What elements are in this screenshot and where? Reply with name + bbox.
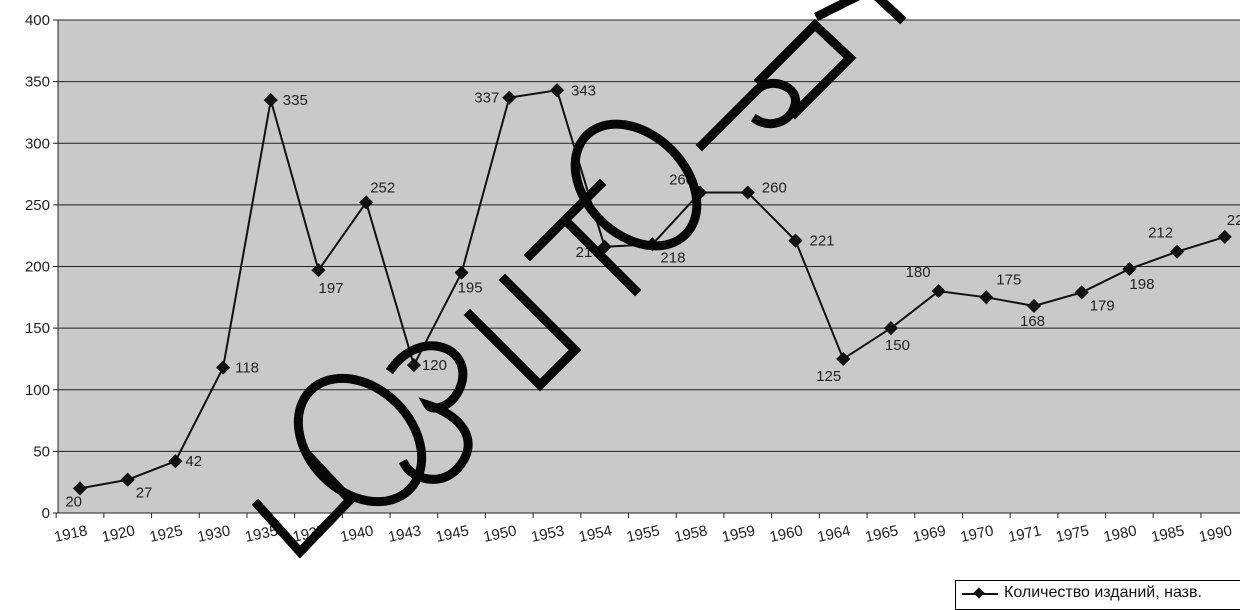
y-tick-label: 50 xyxy=(33,443,50,460)
x-tick-label: 1954 xyxy=(577,522,613,546)
x-tick-label: 1940 xyxy=(339,522,375,546)
x-tick-label: 1975 xyxy=(1054,522,1090,546)
x-tick-label: 1953 xyxy=(530,522,566,546)
data-label: 260 xyxy=(669,172,694,189)
x-tick-label: 1970 xyxy=(959,522,995,546)
data-point xyxy=(883,321,898,336)
data-point xyxy=(72,481,88,496)
y-tick-label: 150 xyxy=(25,320,50,337)
y-tick-label: 250 xyxy=(25,197,50,214)
x-tick-label: 1937 xyxy=(291,522,327,546)
data-label: 260 xyxy=(762,180,787,197)
x-tick-label: 1950 xyxy=(482,522,518,546)
data-label: 224 xyxy=(1227,212,1240,229)
data-label: 195 xyxy=(458,280,483,297)
data-label: 343 xyxy=(571,82,596,99)
data-label: 179 xyxy=(1090,297,1115,314)
data-label: 197 xyxy=(319,280,344,297)
x-tick-label: 1985 xyxy=(1150,522,1186,546)
x-tick-label: 1958 xyxy=(673,522,709,546)
data-point xyxy=(120,472,135,487)
data-label: 335 xyxy=(283,92,308,109)
x-tick-label: 1990 xyxy=(1197,522,1233,546)
legend: Количество изданий, назв. xyxy=(955,580,1240,610)
data-point xyxy=(979,290,994,305)
data-label: 218 xyxy=(660,249,685,266)
data-label: 221 xyxy=(810,233,835,250)
data-label: 42 xyxy=(185,453,202,470)
data-point xyxy=(836,351,851,367)
data-label: 150 xyxy=(885,337,910,354)
x-axis-ticks: 1918 1920 1925 1930 1935 1937 1940 1943 1945 1950… xyxy=(53,513,1234,546)
x-tick-label: 1918 xyxy=(53,522,89,546)
data-point xyxy=(1217,229,1232,244)
y-tick-label: 100 xyxy=(25,382,50,399)
data-label: 118 xyxy=(235,360,259,377)
x-tick-label: 1969 xyxy=(911,522,947,546)
data-point xyxy=(263,93,278,108)
x-tick-label: 1925 xyxy=(148,522,184,546)
data-label: 20 xyxy=(65,493,82,510)
data-label: 168 xyxy=(1020,313,1045,330)
x-tick-label: 1971 xyxy=(1007,522,1043,546)
data-point xyxy=(740,185,755,200)
data-point xyxy=(359,195,374,210)
y-tick-label: 350 xyxy=(25,74,50,91)
x-tick-label: 1930 xyxy=(196,522,232,546)
x-tick-label: 1955 xyxy=(625,522,661,546)
data-point xyxy=(168,454,183,469)
x-tick-label: 1920 xyxy=(100,522,136,546)
legend-diamond-marker xyxy=(973,587,985,599)
data-point xyxy=(549,83,565,98)
x-tick-label: 1980 xyxy=(1102,522,1138,546)
data-point xyxy=(788,233,803,248)
data-label: 212 xyxy=(1148,225,1173,242)
data-point xyxy=(931,284,946,299)
data-label: 216 xyxy=(576,244,601,261)
data-label: 337 xyxy=(474,90,499,107)
data-label: 175 xyxy=(996,271,1021,288)
x-tick-label: 1965 xyxy=(864,522,900,546)
x-tick-label: 1959 xyxy=(720,522,756,546)
x-tick-label: 1960 xyxy=(768,522,804,546)
data-label: 125 xyxy=(816,368,841,385)
y-tick-label: 200 xyxy=(25,259,50,276)
data-point xyxy=(1074,285,1089,300)
data-point xyxy=(502,90,517,105)
x-tick-label: 1935 xyxy=(243,522,279,546)
data-label: 198 xyxy=(1129,276,1154,293)
data-point xyxy=(1026,298,1042,314)
y-tick-label: 400 xyxy=(25,12,50,29)
data-label: 180 xyxy=(906,264,931,281)
legend-label: Количество изданий, назв. xyxy=(1004,584,1202,601)
y-tick-label: 300 xyxy=(25,135,50,152)
data-label: 27 xyxy=(136,485,153,502)
data-label: 120 xyxy=(422,357,447,374)
y-tick-label: 0 xyxy=(42,505,50,522)
x-tick-label: 1943 xyxy=(387,522,423,546)
x-tick-label: 1945 xyxy=(434,522,470,546)
y-axis-ticks: 0 50 100 150 200 250 300 350 400 xyxy=(25,12,58,522)
x-tick-label: 1964 xyxy=(816,522,852,546)
data-point xyxy=(1170,244,1185,259)
data-point xyxy=(311,263,326,278)
data-point xyxy=(1122,261,1137,277)
data-point xyxy=(216,360,231,375)
data-label: 252 xyxy=(370,179,395,196)
